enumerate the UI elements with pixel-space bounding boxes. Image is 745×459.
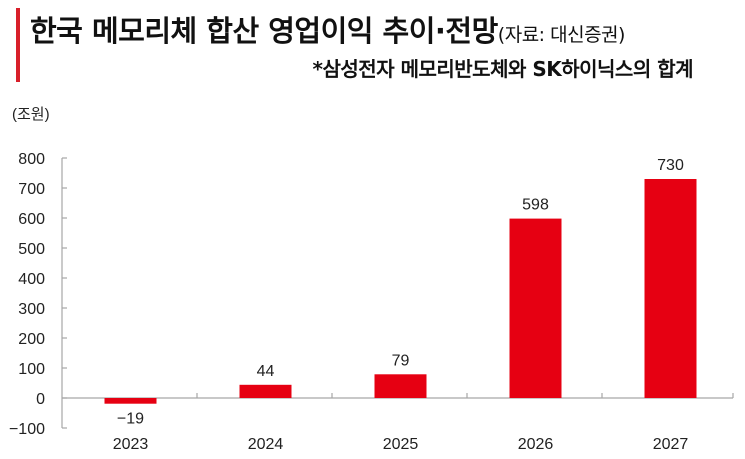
y-tick-label: −100 (9, 421, 45, 438)
data-label: 79 (392, 352, 410, 369)
bar-2025 (374, 374, 427, 398)
chart-subtitle: *삼성전자 메모리반도체와 SK하이닉스의 합계 (312, 57, 694, 81)
x-tick-label: 2027 (653, 436, 689, 453)
x-tick-label: 2025 (383, 436, 419, 453)
bar-2026 (509, 218, 562, 398)
y-tick-label: 200 (18, 331, 45, 348)
title-accent-bar (16, 8, 20, 82)
y-tick-label: 0 (36, 391, 45, 408)
chart-title: 한국 메모리체 합산 영업이익 추이·전망(자료: 대신증권) (30, 8, 625, 50)
y-tick-label: 300 (18, 301, 45, 318)
y-tick-label: 100 (18, 361, 45, 378)
y-tick-label: 400 (18, 271, 45, 288)
y-tick-label: 800 (18, 151, 45, 168)
x-tick-label: 2026 (518, 436, 554, 453)
y-tick-label: 700 (18, 181, 45, 198)
data-label: 730 (657, 157, 684, 174)
y-axis-unit: (조원) (12, 106, 50, 123)
data-label: −19 (117, 411, 144, 428)
y-tick-label: 500 (18, 241, 45, 258)
chart-source: (자료: 대신증권) (497, 24, 626, 46)
x-tick-label: 2024 (248, 436, 284, 453)
y-tick-label: 600 (18, 211, 45, 228)
bars: −19 2023 44 2024 79 2025 598 2026 730 2027 (104, 157, 697, 453)
x-tick-label: 2023 (113, 436, 149, 453)
chart-title-text: 한국 메모리체 합산 영업이익 추이·전망 (30, 14, 498, 48)
data-label: 598 (522, 197, 549, 214)
bar-2024 (239, 384, 292, 398)
bar-2027 (644, 179, 697, 398)
data-label: 44 (257, 363, 275, 380)
y-axis: −100 0 100 200 300 400 500 600 700 800 (9, 151, 67, 438)
bar-2023 (104, 398, 157, 404)
